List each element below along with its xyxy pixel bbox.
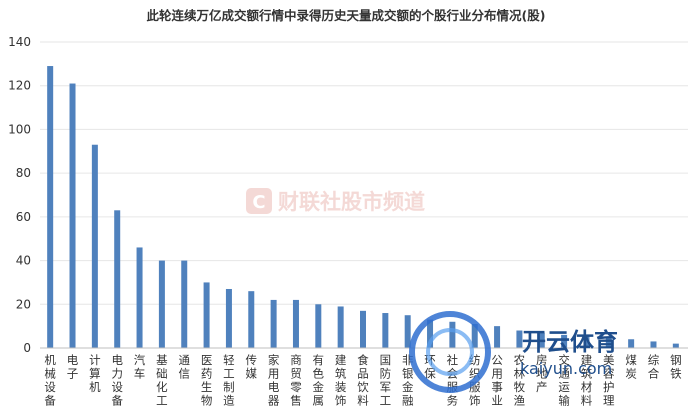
- bar: [225, 288, 232, 348]
- x-axis-category-labels: 机械设备电子计算机电力设备汽车基础化工通信医药生物轻工制造传媒家用电器商贸零售有…: [44, 353, 682, 408]
- bar: [516, 330, 523, 348]
- x-category-label: 农林牧渔: [514, 353, 526, 408]
- bars: [47, 66, 679, 349]
- x-category-label: 基础化工: [156, 353, 168, 408]
- bar: [337, 306, 344, 348]
- site-logo-icon: [409, 311, 491, 393]
- y-axis-ticks: 0 20 40 60 80 100 120 140: [8, 35, 31, 355]
- publisher-watermark-text: 财联社股市频道: [278, 190, 425, 214]
- x-category-label: 煤炭: [625, 353, 637, 381]
- x-category-label: 商贸零售: [290, 353, 302, 408]
- bar: [158, 260, 165, 348]
- x-category-label: 计算机: [89, 353, 101, 394]
- bar: [248, 291, 255, 348]
- y-tick-label: 80: [16, 166, 31, 180]
- y-tick-label: 120: [8, 79, 31, 93]
- x-category-label: 非银金融: [402, 353, 414, 408]
- x-category-label: 电力设备: [111, 353, 123, 408]
- x-category-label: 机械设备: [44, 353, 56, 408]
- site-watermark: 开云体育 kaiyun.com: [409, 311, 618, 393]
- y-tick-label: 100: [8, 122, 31, 136]
- x-category-label: 社会服务: [447, 353, 459, 408]
- x-category-label: 综合: [648, 353, 660, 381]
- x-category-label: 通信: [178, 353, 190, 381]
- site-url-text: kaiyun.com: [520, 359, 612, 378]
- bar: [672, 343, 679, 348]
- bar: [91, 144, 98, 348]
- x-category-label: 汽车: [134, 353, 146, 381]
- bar: [427, 319, 434, 348]
- x-category-label: 公用事业: [491, 353, 503, 408]
- y-tick-label: 40: [16, 254, 31, 268]
- bar: [315, 304, 322, 348]
- bar: [605, 337, 612, 348]
- x-category-label: 传媒: [246, 353, 258, 381]
- x-category-label: 房地产: [536, 353, 548, 394]
- bar: [628, 339, 635, 348]
- bar: [114, 210, 121, 348]
- x-category-label: 建筑材料: [581, 353, 593, 408]
- bar: [538, 332, 545, 348]
- x-category-label: 建筑装饰: [335, 353, 347, 408]
- bar: [494, 326, 501, 348]
- x-category-label: 钢铁: [670, 353, 682, 381]
- publisher-watermark: C 财联社股市频道: [246, 188, 425, 214]
- bar: [69, 83, 76, 349]
- y-tick-label: 20: [16, 297, 31, 311]
- x-category-label: 家用电器: [268, 353, 280, 408]
- publisher-logo-icon: C: [252, 192, 265, 213]
- bar: [404, 315, 411, 348]
- publisher-logo-box: [246, 188, 272, 214]
- bar: [449, 321, 456, 348]
- y-tick-label: 140: [8, 35, 31, 49]
- x-category-label: 国防军工: [380, 353, 392, 408]
- x-category-label: 交通运输: [558, 353, 570, 408]
- x-category-label: 食品饮料: [357, 353, 369, 408]
- site-brand-text: 开云体育: [522, 328, 618, 356]
- bar: [47, 66, 54, 349]
- x-category-label: 有色金属: [313, 353, 325, 408]
- y-tick-label: 60: [16, 210, 31, 224]
- y-tick-label: 0: [23, 341, 31, 355]
- bar: [136, 247, 143, 348]
- gridlines: [40, 41, 688, 305]
- x-category-label: 电子: [67, 353, 79, 381]
- x-category-label: 医药生物: [201, 353, 213, 408]
- bar: [360, 310, 366, 348]
- site-logo-inner-ring: [426, 328, 474, 376]
- bar: [292, 299, 299, 348]
- x-category-label: 美容护理: [603, 353, 615, 408]
- bar: [203, 282, 210, 348]
- bar: [181, 260, 188, 348]
- bar: [650, 341, 657, 348]
- bar: [382, 313, 389, 348]
- x-category-label: 轻工制造: [223, 353, 235, 408]
- bar: [583, 334, 590, 348]
- bar: [471, 323, 478, 348]
- bar: [561, 334, 568, 348]
- chart-title: 此轮连续万亿成交额行情中录得历史天量成交额的个股行业分布情况(股): [147, 8, 546, 23]
- bar: [270, 299, 277, 348]
